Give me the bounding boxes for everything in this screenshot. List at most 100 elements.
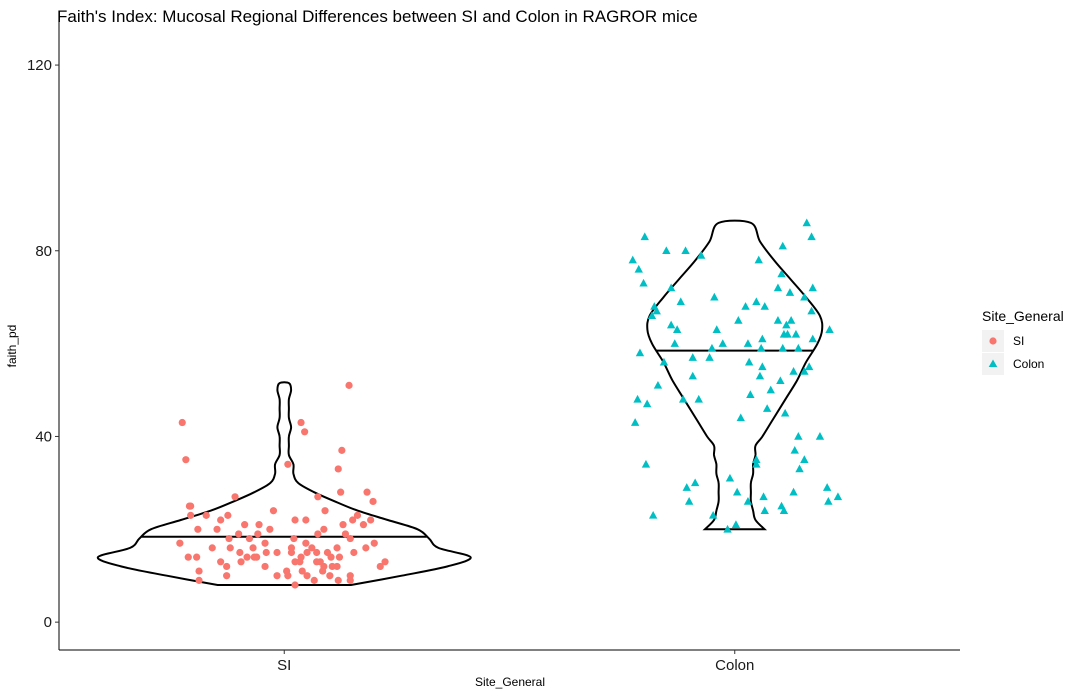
point-si xyxy=(313,548,321,557)
point-colon xyxy=(773,283,783,292)
point-si xyxy=(363,488,371,496)
legend-key-colon-triangle-icon xyxy=(988,359,998,367)
point-colon xyxy=(758,362,767,371)
point-colon xyxy=(815,432,825,440)
point-colon xyxy=(755,371,765,380)
point-colon xyxy=(825,325,834,333)
x-ticks: SI Colon xyxy=(277,650,754,674)
point-si xyxy=(193,553,201,561)
point-colon xyxy=(662,246,671,255)
point-si xyxy=(297,418,305,427)
point-si xyxy=(254,530,262,538)
violin-colon xyxy=(646,219,824,531)
point-si xyxy=(303,572,311,580)
point-si xyxy=(284,572,292,580)
point-si xyxy=(302,516,310,524)
y-ticks: 0 40 80 120 xyxy=(27,57,59,631)
point-colon xyxy=(634,264,643,273)
point-colon xyxy=(824,497,833,505)
x-axis-title: Site_General xyxy=(475,675,545,689)
point-si xyxy=(208,544,216,552)
legend-label-colon: Colon xyxy=(1013,357,1044,371)
point-colon xyxy=(800,367,809,375)
point-si xyxy=(194,525,202,533)
point-colon xyxy=(676,297,685,306)
point-colon xyxy=(795,464,804,473)
point-si xyxy=(178,418,186,427)
point-colon xyxy=(731,520,741,528)
point-colon xyxy=(762,404,772,412)
point-colon xyxy=(736,413,745,422)
point-colon xyxy=(777,269,786,278)
point-si xyxy=(341,530,350,538)
point-si xyxy=(321,507,329,515)
point-si xyxy=(376,562,384,571)
point-colon xyxy=(779,506,789,515)
point-colon xyxy=(752,455,761,463)
point-colon xyxy=(808,283,817,292)
point-si xyxy=(291,558,299,566)
point-colon xyxy=(794,343,803,352)
point-si xyxy=(333,544,341,552)
point-si xyxy=(326,572,334,580)
point-si xyxy=(369,497,377,506)
point-colon xyxy=(635,348,645,357)
point-colon xyxy=(688,353,697,361)
point-si xyxy=(320,525,328,533)
point-si xyxy=(346,534,354,543)
point-colon xyxy=(688,371,697,380)
point-si xyxy=(302,539,310,547)
point-colon xyxy=(778,343,787,352)
point-colon xyxy=(732,487,742,496)
point-si xyxy=(245,534,254,543)
point-si xyxy=(262,548,270,557)
y-tick-label: 120 xyxy=(27,57,52,74)
point-si xyxy=(319,567,327,575)
point-colon xyxy=(628,255,637,264)
point-colon xyxy=(682,483,691,491)
point-colon xyxy=(760,302,769,310)
point-si xyxy=(334,576,342,584)
point-colon xyxy=(746,390,755,398)
point-si xyxy=(235,530,243,538)
point-si xyxy=(195,567,203,575)
point-colon xyxy=(705,353,714,361)
point-si xyxy=(284,460,292,468)
point-si xyxy=(266,525,274,533)
point-si xyxy=(298,567,306,575)
point-colon xyxy=(790,445,799,454)
point-si xyxy=(187,511,195,519)
point-si xyxy=(362,544,370,552)
y-axis-title: faith_pd xyxy=(5,325,19,368)
point-si xyxy=(370,539,378,547)
point-si xyxy=(223,572,231,580)
point-colon xyxy=(743,339,753,347)
point-si xyxy=(217,558,225,566)
point-colon xyxy=(780,408,790,417)
point-si xyxy=(291,516,299,524)
point-colon xyxy=(766,385,775,394)
point-colon xyxy=(690,478,700,487)
point-si xyxy=(273,548,281,557)
point-si xyxy=(241,521,249,529)
point-si xyxy=(202,511,210,519)
point-colon xyxy=(800,292,809,301)
point-colon xyxy=(718,339,727,347)
point-colon xyxy=(773,315,783,324)
point-si xyxy=(237,558,245,566)
point-si xyxy=(269,507,278,515)
point-si xyxy=(313,558,321,566)
point-colon xyxy=(743,497,753,505)
point-colon xyxy=(694,394,703,403)
point-colon xyxy=(779,329,789,338)
point-colon xyxy=(752,459,761,468)
data-points xyxy=(176,218,843,589)
point-si xyxy=(337,488,345,496)
point-si xyxy=(349,516,357,524)
point-si xyxy=(334,465,342,473)
point-colon xyxy=(642,399,652,408)
point-si xyxy=(226,544,234,552)
legend-label-si: SI xyxy=(1013,334,1024,348)
point-si xyxy=(308,544,316,552)
point-si xyxy=(291,581,299,589)
